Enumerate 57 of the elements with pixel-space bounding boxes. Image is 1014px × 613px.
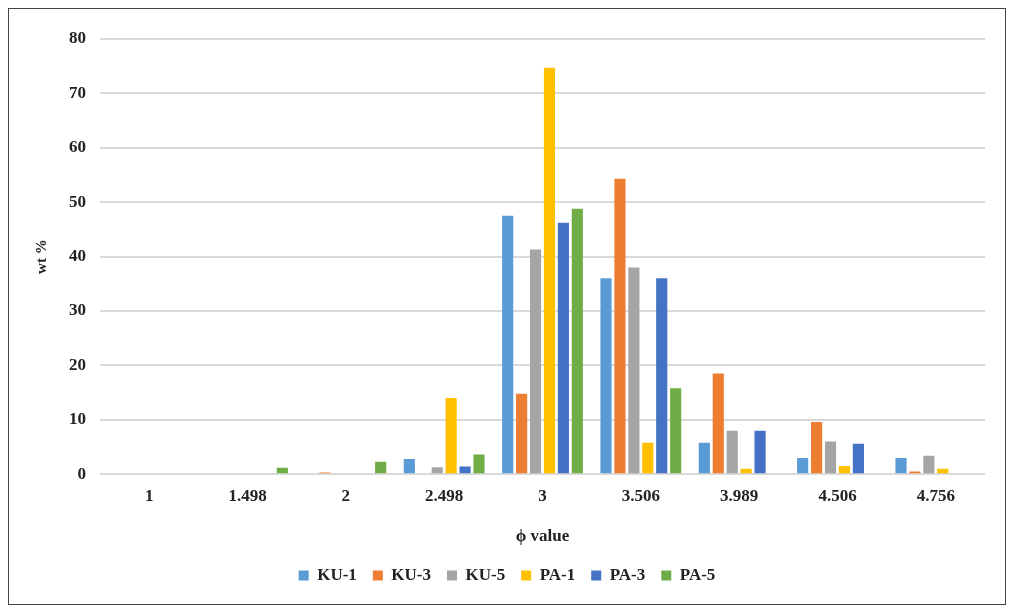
bar — [726, 430, 738, 474]
y-tick-label: 0 — [77, 463, 86, 483]
x-axis-title: ϕ value — [515, 526, 570, 546]
legend-label: KU-1 — [317, 564, 357, 584]
bar — [614, 178, 626, 474]
x-tick-label: 1.498 — [228, 485, 267, 505]
legend-label: PA-5 — [679, 564, 716, 584]
x-tick-label: 3.989 — [720, 485, 759, 505]
bar — [712, 373, 724, 474]
bar — [600, 278, 612, 474]
x-tick-label: 3.506 — [621, 485, 660, 505]
bar — [895, 457, 907, 474]
y-tick-label: 30 — [69, 300, 86, 320]
bar — [811, 421, 823, 474]
bar — [502, 215, 514, 474]
x-tick-label: 1 — [144, 485, 154, 505]
y-tick-label: 10 — [69, 409, 86, 429]
x-tick-label: 2 — [341, 485, 351, 505]
y-axis-title: wt % — [32, 239, 49, 274]
bar — [642, 442, 654, 474]
bar — [937, 468, 949, 474]
x-tick-label: 3 — [538, 485, 547, 505]
y-tick-label: 80 — [69, 28, 86, 48]
bar — [628, 267, 640, 474]
bar — [403, 458, 415, 474]
y-tick-label: 70 — [69, 82, 86, 102]
bar — [923, 455, 935, 474]
x-tick-label: 4.756 — [916, 485, 955, 505]
legend-label: PA-1 — [539, 564, 576, 584]
y-tick-label: 40 — [69, 245, 86, 265]
bar — [543, 67, 556, 474]
bar — [754, 430, 766, 474]
y-tick-label: 50 — [69, 191, 86, 211]
legend-label: KU-5 — [465, 564, 506, 584]
x-tick-label: 4.506 — [818, 485, 857, 505]
bar — [824, 441, 837, 474]
bar — [797, 457, 809, 474]
bar — [557, 222, 569, 474]
bar — [670, 388, 682, 474]
bar — [852, 443, 864, 474]
bar — [529, 249, 542, 474]
bar — [571, 208, 583, 474]
bar — [375, 461, 387, 474]
bar — [740, 468, 752, 474]
bar — [698, 442, 710, 474]
bar — [838, 466, 851, 474]
x-tick-label: 2.498 — [425, 485, 464, 505]
legend-label: KU-3 — [391, 564, 431, 584]
bar — [656, 278, 668, 474]
y-tick-label: 20 — [69, 354, 86, 374]
bar — [516, 393, 528, 474]
bar — [459, 466, 471, 474]
bar — [431, 467, 443, 474]
bar — [445, 398, 457, 474]
y-tick-label: 60 — [69, 137, 86, 157]
legend-label: PA-3 — [609, 564, 646, 584]
bar — [473, 454, 485, 474]
